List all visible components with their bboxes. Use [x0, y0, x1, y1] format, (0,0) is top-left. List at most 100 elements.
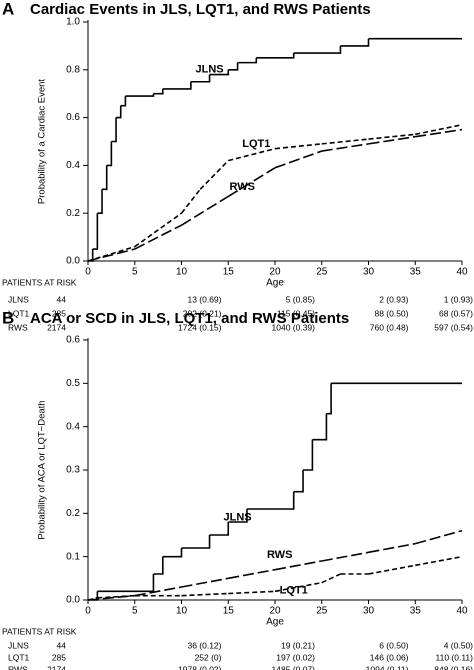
curve-segment: [209, 522, 230, 536]
x-axis-label: Age: [266, 278, 284, 289]
y-tick-label: 0.2: [66, 508, 80, 519]
x-tick-label: 35: [410, 267, 422, 278]
chart-title: Cardiac Events in JLS, LQT1, and RWS Pat…: [30, 1, 371, 18]
curve-segment: [228, 62, 239, 71]
risk-row-name: LQT1: [8, 652, 30, 662]
x-tick-label: 25: [316, 606, 328, 617]
curve-segment: [134, 586, 182, 597]
x-tick-label: 10: [176, 267, 188, 278]
curve-segment: [116, 105, 122, 119]
x-tick-label: 35: [410, 606, 422, 617]
curve-segment: [125, 93, 155, 97]
risk-entry: 1978 (0.02): [178, 664, 222, 670]
y-tick-label: 0.4: [66, 160, 80, 171]
x-tick-label: 20: [269, 606, 281, 617]
x-tick-label: 5: [132, 267, 138, 278]
curve-segment: [415, 128, 463, 138]
risk-row-name: RWS: [8, 664, 28, 670]
risk-entry: 110 (0.11): [436, 652, 474, 662]
risk-entry: 4 (0.50): [444, 640, 473, 650]
curve-segment: [321, 573, 341, 584]
risk-row-n: 2174: [47, 664, 66, 670]
panel-letter: A: [2, 0, 14, 18]
x-tick-label: 30: [363, 267, 375, 278]
risk-row-n: 285: [52, 308, 66, 318]
risk-table-title: PATIENTS AT RISK: [2, 277, 77, 287]
curve-segment: [102, 165, 108, 191]
y-tick-label: 0.8: [66, 64, 80, 75]
risk-row-name: JLNS: [8, 640, 29, 650]
curve-segment: [274, 150, 323, 169]
risk-entry: 115 (0.45): [277, 308, 315, 318]
curve-segment: [415, 555, 463, 567]
curve-segment: [293, 45, 342, 54]
y-tick-label: 1.0: [66, 17, 80, 28]
chart-title: ACA or SCD in JLS, LQT1, and RWS Patient…: [30, 310, 349, 327]
curve-segment: [368, 542, 416, 554]
curve-segment: [111, 117, 117, 143]
panel: A Cardiac Events in JLS, LQT1, and RWS Pa…: [2, 0, 473, 332]
risk-entry: 597 (0.54): [434, 322, 473, 332]
risk-row-name: RWS: [8, 322, 28, 332]
curve-segment: [180, 188, 201, 214]
x-tick-label: 30: [363, 606, 375, 617]
series: [88, 382, 462, 601]
curve-segment: [227, 167, 276, 198]
risk-entry: 1 (0.93): [444, 294, 473, 304]
risk-row-name: JLNS: [8, 294, 29, 304]
curve-segment: [228, 509, 248, 523]
risk-table-title: PATIENTS AT RISK: [2, 626, 77, 636]
curve-segment: [190, 74, 211, 83]
curve-segment: [97, 189, 103, 214]
x-tick-label: 0: [85, 267, 91, 278]
curve-segment: [228, 590, 276, 595]
curve-segment: [162, 548, 183, 558]
curve-segment: [199, 160, 229, 190]
y-tick-label: 0.1: [66, 551, 80, 562]
curve-segment: [274, 560, 322, 571]
x-tick-label: 25: [316, 267, 328, 278]
y-axis-label: Probability of a Cardiac Event: [37, 79, 48, 205]
series: [87, 555, 463, 601]
risk-entry: 88 (0.50): [374, 308, 408, 318]
risk-entry: 5 (0.85): [286, 294, 315, 304]
curve-segment: [321, 551, 369, 562]
curve-label: RWS: [230, 181, 255, 193]
curve-segment: [153, 88, 164, 95]
risk-row-n: 285: [52, 652, 66, 662]
y-tick-label: 0.6: [66, 335, 80, 346]
curve-segment: [303, 439, 314, 471]
risk-row-n: 44: [57, 294, 67, 304]
risk-entry: 13 (0.69): [187, 294, 221, 304]
curve-segment: [120, 96, 127, 107]
y-tick-label: 0.5: [66, 378, 80, 389]
series: [87, 128, 463, 262]
panel-letter: B: [2, 308, 14, 327]
risk-entry: 1040 (0.39): [272, 322, 316, 332]
x-tick-label: 20: [269, 267, 281, 278]
x-tick-label: 5: [132, 606, 138, 617]
curve-segment: [181, 577, 229, 588]
risk-row-name: LQT1: [8, 308, 30, 318]
curve-segment: [321, 138, 369, 145]
risk-row-n: 44: [57, 640, 67, 650]
curve-segment: [153, 556, 164, 575]
risk-entry: 252 (0): [195, 652, 222, 662]
risk-entry: 848 (0.16): [434, 664, 473, 670]
x-tick-label: 15: [223, 606, 235, 617]
risk-entry: 202 (0.21): [183, 308, 222, 318]
curve-segment: [256, 53, 295, 59]
x-tick-label: 10: [176, 606, 188, 617]
curve-segment: [228, 568, 276, 580]
y-tick-label: 0.4: [66, 421, 80, 432]
risk-entry: 2 (0.93): [379, 294, 408, 304]
y-tick-label: 0.0: [66, 256, 80, 267]
curve-segment: [162, 81, 192, 90]
curve-segment: [181, 592, 229, 597]
curve-segment: [326, 383, 332, 415]
curve-segment: [87, 594, 135, 601]
x-axis-label: Age: [266, 617, 284, 628]
risk-entry: 1094 (0.11): [366, 664, 409, 670]
curve-label: LQT1: [242, 138, 270, 150]
curve-segment: [97, 594, 135, 599]
